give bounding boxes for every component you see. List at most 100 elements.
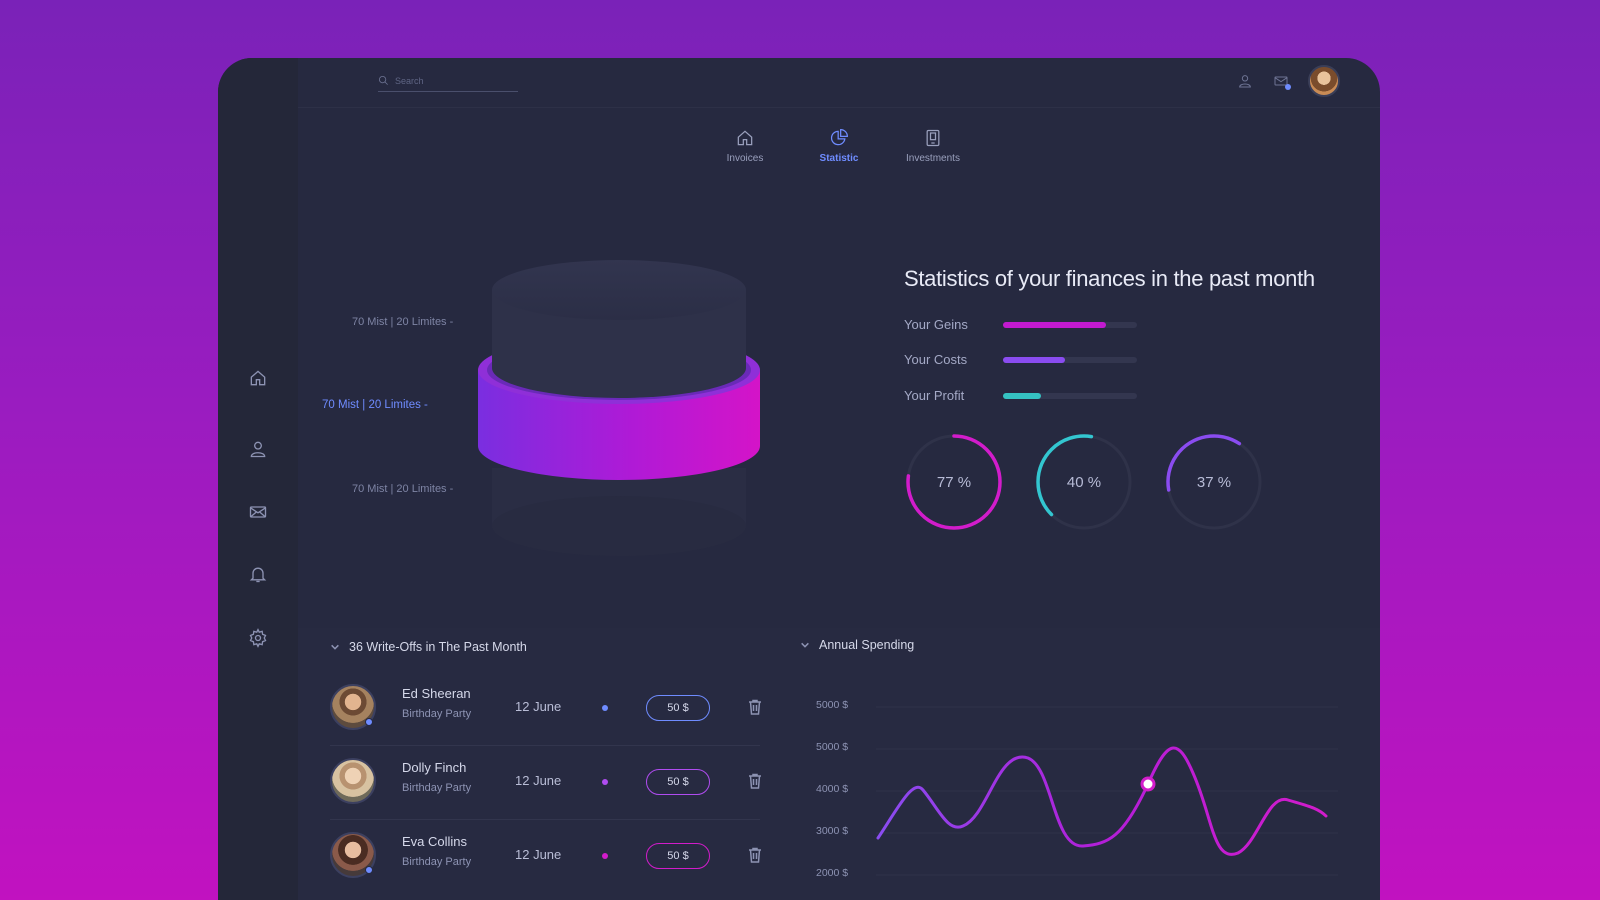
- status-dot: [602, 853, 608, 859]
- stat-bar-fill: [1003, 392, 1041, 399]
- sidebar-item-home[interactable]: [240, 360, 276, 396]
- avatar: [330, 758, 376, 804]
- tab-label: Statistic: [819, 153, 859, 164]
- annual-spending-chart: [876, 706, 1338, 876]
- profile-button[interactable]: [1234, 70, 1256, 92]
- stat-track: [1003, 392, 1137, 399]
- cylinder-layer-bottom: [492, 468, 746, 556]
- sidebar-item-settings[interactable]: [240, 620, 276, 656]
- stat-bar-fill: [1003, 321, 1107, 328]
- sidebar-item-messages[interactable]: [240, 494, 276, 530]
- y-tick-label: 4000 $: [816, 783, 849, 795]
- writeoff-name: Ed Sheeran: [402, 686, 471, 701]
- avatar: [330, 832, 376, 878]
- stat-track: [1003, 321, 1137, 328]
- stat-track: [1003, 356, 1137, 363]
- tab-investments[interactable]: Investments: [904, 128, 962, 164]
- layered-cylinder-chart: [478, 260, 760, 556]
- tab-label: Investments: [906, 153, 960, 164]
- cylinder-layer-top: [492, 260, 746, 398]
- cylinder-label-top: 70 Mist | 20 Limites -: [352, 316, 454, 328]
- writeoffs-header[interactable]: 36 Write-Offs in The Past Month: [330, 640, 527, 654]
- selected-data-point[interactable]: [1140, 776, 1156, 792]
- y-tick-label: 3000 $: [816, 825, 849, 837]
- trash-icon: [749, 699, 761, 715]
- writeoff-subtitle: Birthday Party: [402, 708, 472, 720]
- annual-spending-title: Annual Spending: [819, 638, 915, 652]
- messages-button[interactable]: [1270, 70, 1292, 92]
- stat-label: Your Profit: [904, 388, 965, 403]
- stat-row-costs: Your Costs: [904, 352, 1137, 367]
- progress-ring-geins: 77 %: [904, 432, 1004, 532]
- mail-icon: [1274, 76, 1288, 86]
- search-icon: [378, 75, 388, 85]
- delete-button[interactable]: [748, 847, 762, 863]
- y-tick-label: 5000 $: [816, 699, 849, 711]
- amount-pill[interactable]: 50 $: [646, 695, 710, 721]
- avatar: [330, 684, 376, 730]
- tab-invoices[interactable]: Invoices: [716, 128, 774, 164]
- delete-button[interactable]: [748, 773, 762, 789]
- user-avatar[interactable]: [1308, 65, 1340, 97]
- writeoffs-title: 36 Write-Offs in The Past Month: [349, 640, 527, 654]
- tab-statistic[interactable]: Statistic: [810, 128, 868, 164]
- search-bar[interactable]: [378, 70, 518, 92]
- writeoff-date: 12 June: [515, 699, 562, 714]
- stat-label: Your Costs: [904, 352, 968, 367]
- home-icon: [737, 130, 753, 146]
- writeoff-date: 12 June: [515, 773, 562, 788]
- writeoff-subtitle: Birthday Party: [402, 856, 472, 868]
- writeoff-row[interactable]: Ed Sheeran Birthday Party 12 June 50 $: [330, 672, 762, 746]
- stat-row-profit: Your Profit: [904, 388, 1137, 403]
- search-input[interactable]: [395, 75, 505, 86]
- writeoff-name: Eva Collins: [402, 834, 468, 849]
- stat-bar-fill: [1003, 356, 1065, 363]
- ring-value: 77 %: [936, 473, 972, 491]
- tab-label: Invoices: [726, 153, 764, 164]
- sidebar-item-profile[interactable]: [240, 431, 276, 467]
- cylinder-label-middle[interactable]: 70 Mist | 20 Limites -: [322, 399, 428, 411]
- status-dot: [602, 705, 608, 711]
- app-window: Invoices Statistic Investments: [218, 58, 1380, 900]
- chevron-down-icon: [801, 642, 809, 648]
- writeoff-name: Dolly Finch: [402, 760, 467, 775]
- pie-chart-icon: [830, 129, 848, 146]
- spending-line: [876, 746, 1328, 856]
- bell-icon: [249, 567, 267, 583]
- trash-icon: [749, 847, 761, 863]
- status-dot: [602, 779, 608, 785]
- bottom-panel: [298, 628, 1380, 900]
- top-bar: [298, 58, 1380, 108]
- annual-spending-header[interactable]: Annual Spending: [800, 638, 914, 652]
- y-tick-label: 5000 $: [816, 741, 849, 753]
- online-status-dot: [365, 718, 373, 726]
- user-icon: [250, 441, 266, 458]
- writeoff-subtitle: Birthday Party: [402, 782, 472, 794]
- sidebar-item-notifications[interactable]: [240, 556, 276, 592]
- writeoff-row[interactable]: Eva Collins Birthday Party 12 June 50 $: [330, 820, 762, 894]
- ring-value: 37 %: [1196, 473, 1232, 491]
- amount-pill[interactable]: 50 $: [646, 769, 710, 795]
- trash-icon: [749, 773, 761, 789]
- online-status-dot: [365, 866, 373, 874]
- user-icon: [1239, 75, 1251, 88]
- mail-icon: [249, 506, 267, 518]
- stat-row-geins: Your Geins: [904, 317, 1137, 332]
- y-tick-label: 2000 $: [816, 867, 849, 879]
- settings-icon: [249, 628, 267, 648]
- notification-dot: [1285, 84, 1291, 90]
- progress-ring-profit: 37 %: [1164, 432, 1264, 532]
- chevron-down-icon: [331, 644, 339, 650]
- tablet-icon: [926, 129, 940, 147]
- delete-button[interactable]: [748, 699, 762, 715]
- home-icon: [250, 370, 266, 386]
- ring-value: 40 %: [1066, 473, 1102, 491]
- writeoff-date: 12 June: [515, 847, 562, 862]
- progress-ring-costs: 40 %: [1034, 432, 1134, 532]
- sidebar: [218, 58, 298, 900]
- cylinder-label-bottom: 70 Mist | 20 Limites -: [352, 483, 454, 495]
- amount-pill[interactable]: 50 $: [646, 843, 710, 869]
- chart-gridlines: [876, 706, 1338, 876]
- writeoff-row[interactable]: Dolly Finch Birthday Party 12 June 50 $: [330, 746, 762, 820]
- stat-label: Your Geins: [904, 317, 968, 332]
